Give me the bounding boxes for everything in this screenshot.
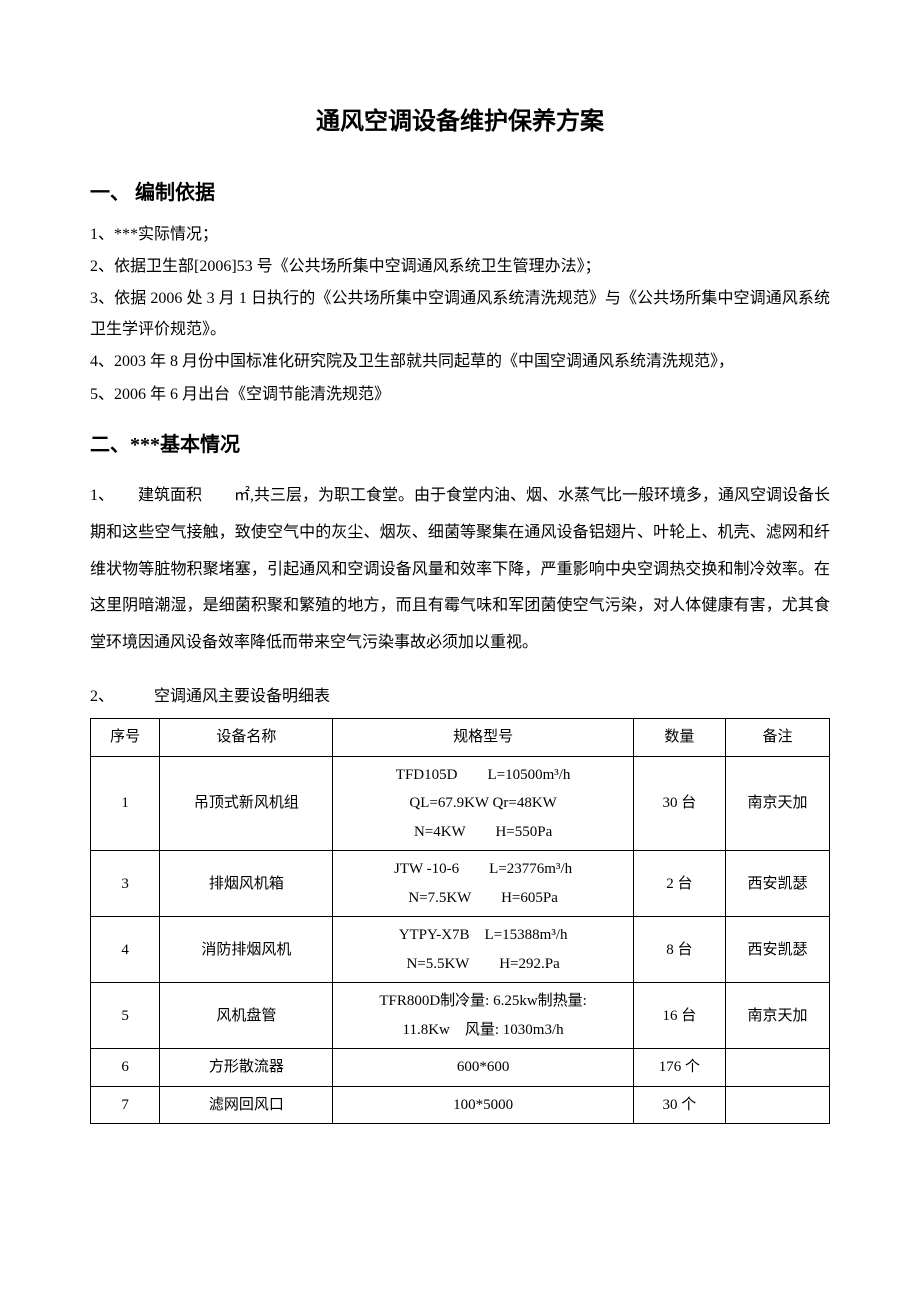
spec-line: 100*5000 <box>339 1091 626 1120</box>
cell-note: 西安凯瑟 <box>726 917 830 983</box>
cell-quantity: 16 台 <box>633 983 725 1049</box>
cell-seq: 5 <box>91 983 160 1049</box>
spec-line: N=5.5KW H=292.Pa <box>339 950 626 979</box>
cell-note <box>726 1086 830 1124</box>
spec-line: JTW -10-6 L=23776m³/h <box>339 855 626 884</box>
cell-spec: JTW -10-6 L=23776m³/hN=7.5KW H=605Pa <box>333 851 633 917</box>
spec-line: N=4KW H=550Pa <box>339 818 626 847</box>
cell-seq: 4 <box>91 917 160 983</box>
cell-equipment-name: 方形散流器 <box>160 1049 333 1087</box>
cell-quantity: 30 台 <box>633 756 725 851</box>
cell-equipment-name: 滤网回风口 <box>160 1086 333 1124</box>
table-row: 6方形散流器600*600176 个 <box>91 1049 830 1087</box>
cell-note <box>726 1049 830 1087</box>
col-header-seq: 序号 <box>91 719 160 757</box>
spec-line: 11.8Kw 风量: 1030m3/h <box>339 1016 626 1045</box>
cell-quantity: 176 个 <box>633 1049 725 1087</box>
section1-item: 2、依据卫生部[2006]53 号《公共场所集中空调通风系统卫生管理办法》； <box>90 252 830 282</box>
cell-seq: 3 <box>91 851 160 917</box>
cell-equipment-name: 排烟风机箱 <box>160 851 333 917</box>
cell-spec: 100*5000 <box>333 1086 633 1124</box>
cell-spec: TFD105D L=10500m³/hQL=67.9KW Qr=48KWN=4K… <box>333 756 633 851</box>
spec-line: YTPY-X7B L=15388m³/h <box>339 921 626 950</box>
table-row: 1吊顶式新风机组TFD105D L=10500m³/hQL=67.9KW Qr=… <box>91 756 830 851</box>
table-caption: 2、 空调通风主要设备明细表 <box>90 682 830 712</box>
cell-spec: YTPY-X7B L=15388m³/hN=5.5KW H=292.Pa <box>333 917 633 983</box>
cell-seq: 7 <box>91 1086 160 1124</box>
cell-equipment-name: 吊顶式新风机组 <box>160 756 333 851</box>
col-header-note: 备注 <box>726 719 830 757</box>
cell-note: 南京天加 <box>726 756 830 851</box>
table-row: 7滤网回风口100*500030 个 <box>91 1086 830 1124</box>
cell-note: 南京天加 <box>726 983 830 1049</box>
table-row: 5风机盘管TFR800D制冷量: 6.25kw制热量:11.8Kw 风量: 10… <box>91 983 830 1049</box>
cell-seq: 1 <box>91 756 160 851</box>
cell-note: 西安凯瑟 <box>726 851 830 917</box>
cell-spec: 600*600 <box>333 1049 633 1087</box>
col-header-qty: 数量 <box>633 719 725 757</box>
spec-line: QL=67.9KW Qr=48KW <box>339 789 626 818</box>
cell-equipment-name: 风机盘管 <box>160 983 333 1049</box>
cell-equipment-name: 消防排烟风机 <box>160 917 333 983</box>
cell-seq: 6 <box>91 1049 160 1087</box>
section2-paragraph: 1、 建筑面积 ㎡,共三层，为职工食堂。由于食堂内油、烟、水蒸气比一般环境多，通… <box>90 478 830 662</box>
col-header-name: 设备名称 <box>160 719 333 757</box>
spec-line: N=7.5KW H=605Pa <box>339 884 626 913</box>
section1-item: 4、2003 年 8 月份中国标准化研究院及卫生部就共同起草的《中国空调通风系统… <box>90 347 830 377</box>
cell-quantity: 8 台 <box>633 917 725 983</box>
spec-line: TFD105D L=10500m³/h <box>339 761 626 790</box>
section1-heading: 一、 编制依据 <box>90 174 830 212</box>
table-header-row: 序号 设备名称 规格型号 数量 备注 <box>91 719 830 757</box>
section2-heading: 二、***基本情况 <box>90 426 830 464</box>
table-row: 4消防排烟风机YTPY-X7B L=15388m³/hN=5.5KW H=292… <box>91 917 830 983</box>
spec-line: 600*600 <box>339 1053 626 1082</box>
table-row: 3排烟风机箱JTW -10-6 L=23776m³/hN=7.5KW H=605… <box>91 851 830 917</box>
cell-spec: TFR800D制冷量: 6.25kw制热量:11.8Kw 风量: 1030m3/… <box>333 983 633 1049</box>
spec-line: TFR800D制冷量: 6.25kw制热量: <box>339 987 626 1016</box>
section1-item: 1、***实际情况； <box>90 220 830 250</box>
equipment-table: 序号 设备名称 规格型号 数量 备注 1吊顶式新风机组TFD105D L=105… <box>90 718 830 1124</box>
section1-item: 5、2006 年 6 月出台《空调节能清洗规范》 <box>90 380 830 410</box>
cell-quantity: 30 个 <box>633 1086 725 1124</box>
cell-quantity: 2 台 <box>633 851 725 917</box>
col-header-spec: 规格型号 <box>333 719 633 757</box>
section1-item: 3、依据 2006 处 3 月 1 日执行的《公共场所集中空调通风系统清洗规范》… <box>90 284 830 345</box>
document-title: 通风空调设备维护保养方案 <box>90 100 830 146</box>
